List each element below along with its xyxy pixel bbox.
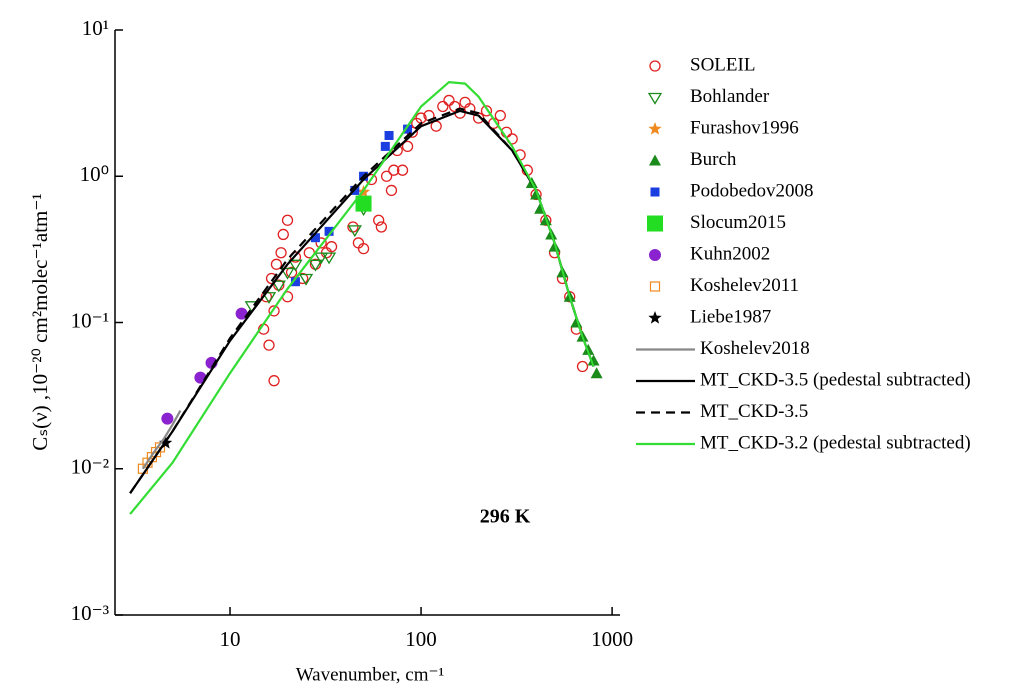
y-tick-label: 10⁻¹ <box>71 308 109 332</box>
data-point <box>321 252 337 265</box>
data-point <box>277 228 289 241</box>
data-line <box>129 80 595 515</box>
legend-marker <box>648 311 662 324</box>
data-point <box>263 339 275 351</box>
data-point <box>268 305 280 317</box>
legend-marker <box>647 92 663 105</box>
data-point <box>375 221 388 233</box>
data-point <box>270 258 283 270</box>
y-axis-label: Cₛ(ν) ,10⁻²⁰ cm²molec⁻¹atm⁻¹ <box>28 193 52 450</box>
data-point <box>275 247 287 259</box>
data-point <box>401 140 414 153</box>
legend-label: MT_CKD-3.5 (pedestal subtracted) <box>700 369 971 390</box>
data-point <box>403 124 413 134</box>
data-point <box>385 184 398 197</box>
legend-marker <box>648 122 662 135</box>
x-tick-label: 10 <box>220 627 241 651</box>
x-axis-label: Wavenumber, cm⁻¹ <box>296 664 445 685</box>
y-tick-label: 10⁻² <box>71 455 109 479</box>
legend-marker <box>649 154 661 166</box>
data-point <box>380 170 393 182</box>
data-point <box>281 214 294 226</box>
legend-label: Furashov1996 <box>690 117 799 138</box>
annotation: 296 K <box>480 506 531 528</box>
data-point <box>590 367 603 379</box>
data-point <box>280 267 295 280</box>
y-tick-label: 10⁰ <box>80 162 109 186</box>
data-point <box>268 375 280 387</box>
data-point <box>290 277 300 287</box>
data-point <box>161 412 174 425</box>
data-point <box>315 237 327 249</box>
data-point <box>587 354 600 366</box>
legend-label: Burch <box>690 149 737 170</box>
data-point <box>480 105 493 117</box>
legend-marker <box>647 215 663 232</box>
legend-label: Koshelev2011 <box>690 275 799 296</box>
data-point <box>314 252 329 265</box>
legend-marker <box>649 249 661 261</box>
legend-label: Bohlander <box>690 86 770 107</box>
legend-label: Liebe1987 <box>690 306 771 327</box>
data-line <box>141 410 182 470</box>
data-point <box>380 141 390 151</box>
legend-marker <box>649 60 661 72</box>
data-point <box>310 233 320 243</box>
data-point <box>194 371 207 384</box>
x-tick-label: 1000 <box>591 627 633 651</box>
data-line <box>129 107 595 494</box>
legend-marker <box>650 187 660 197</box>
data-point <box>576 360 589 373</box>
x-tick-label: 100 <box>405 627 437 651</box>
data-point <box>494 109 506 122</box>
data-point <box>388 164 400 176</box>
data-point <box>355 195 372 212</box>
legend-label: Koshelev2018 <box>700 338 810 359</box>
data-point <box>437 100 449 113</box>
legend-label: MT_CKD-3.2 (pedestal subtracted) <box>700 432 971 453</box>
data-point <box>308 259 323 272</box>
data-point <box>373 214 385 226</box>
data-point <box>298 273 314 286</box>
data-point <box>347 225 362 238</box>
legend-label: Kuhn2002 <box>690 243 770 264</box>
y-tick-label: 10⁻³ <box>71 601 109 625</box>
legend-label: SOLEIL <box>690 54 755 75</box>
data-point <box>384 130 394 140</box>
legend-marker <box>649 281 661 292</box>
legend-label: Slocum2015 <box>690 212 786 233</box>
data-point <box>261 292 277 305</box>
data-point <box>443 94 455 107</box>
data-point <box>324 226 334 236</box>
data-point <box>271 280 286 293</box>
y-tick-label: 10¹ <box>82 16 109 40</box>
data-point <box>288 259 303 272</box>
data-point <box>325 241 338 253</box>
data-point <box>357 242 370 255</box>
legend-label: MT_CKD-3.5 <box>700 401 808 422</box>
legend-label: Podobedov2008 <box>690 180 814 201</box>
data-point <box>396 164 409 176</box>
